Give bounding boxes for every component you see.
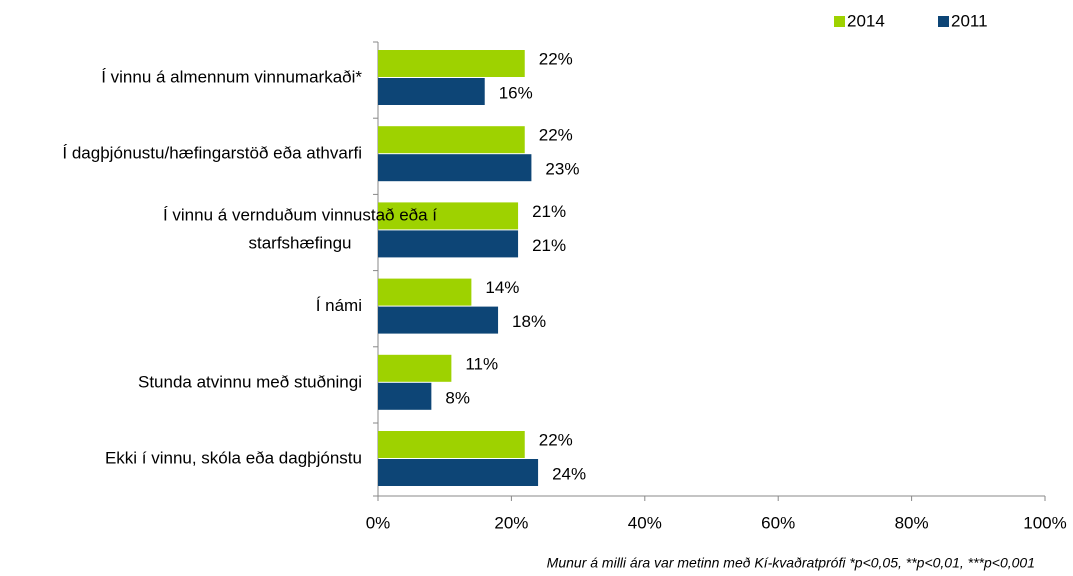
bar	[378, 154, 532, 182]
bar	[378, 230, 519, 258]
value-label: 24%	[552, 464, 586, 483]
x-tick-label: 20%	[494, 513, 528, 532]
x-tick-label: 0%	[366, 513, 391, 532]
footnote: Munur á milli ára var metinn með Kí-kvað…	[547, 555, 1035, 571]
legend-swatch	[834, 16, 845, 27]
bar	[378, 306, 499, 334]
value-label: 18%	[512, 312, 546, 331]
legend-swatch	[938, 16, 949, 27]
value-label: 22%	[539, 49, 573, 68]
category-label: Ekki í vinnu, skóla eða dagþjónstu	[105, 448, 362, 467]
category-label: Í vinnu á almennum vinnumarkaði*	[101, 67, 362, 86]
bar	[378, 202, 519, 230]
value-label: 21%	[532, 236, 566, 255]
x-tick-label: 80%	[895, 513, 929, 532]
x-tick-label: 100%	[1023, 513, 1066, 532]
category-label: Í vinnu á vernduðum vinnustað eða í starf…	[163, 206, 437, 253]
bar	[378, 354, 452, 382]
bar	[378, 382, 432, 410]
value-label: 14%	[485, 278, 519, 297]
legend-label: 2011	[951, 11, 988, 30]
x-tick-label: 40%	[628, 513, 662, 532]
bar	[378, 50, 525, 77]
bar	[378, 278, 472, 306]
bar	[378, 78, 485, 105]
category-label: Í dagþjónustu/hæfingarstöð eða athvarfi	[62, 144, 362, 163]
value-label: 11%	[465, 354, 498, 373]
x-tick-label: 60%	[761, 513, 795, 532]
value-label: 23%	[545, 160, 579, 179]
value-label: 21%	[532, 202, 566, 221]
bar	[378, 459, 539, 486]
bar	[378, 126, 525, 154]
value-label: 22%	[539, 430, 573, 449]
bar	[378, 431, 525, 458]
category-label: Í námi	[316, 296, 362, 315]
value-label: 22%	[539, 126, 573, 145]
legend-label: 2014	[847, 11, 885, 30]
category-label: Stunda atvinnu með stuðningi	[138, 372, 362, 391]
value-label: 8%	[445, 388, 470, 407]
value-label: 16%	[499, 83, 533, 102]
